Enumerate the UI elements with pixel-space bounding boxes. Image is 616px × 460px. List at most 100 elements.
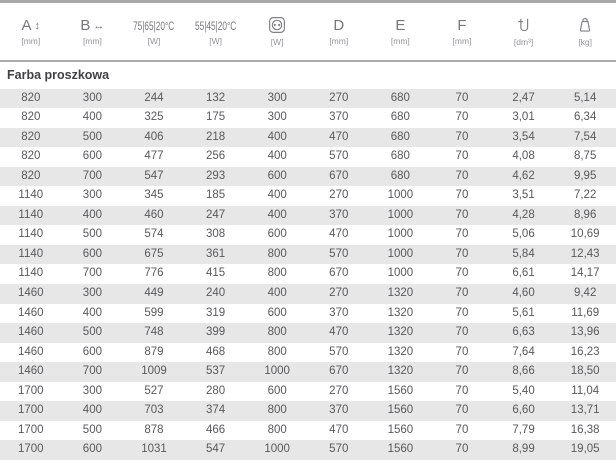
table-cell: 500	[61, 323, 124, 343]
table-cell: 800	[246, 323, 308, 343]
column-unit: [mm]	[82, 35, 102, 46]
table-cell: 748	[123, 323, 185, 343]
table-cell: 361	[184, 244, 247, 265]
table-cell: 700	[61, 166, 124, 187]
table-cell: 70	[455, 306, 469, 319]
table-cell: 400	[61, 401, 124, 421]
table-cell: 1320	[387, 306, 414, 319]
table-cell: 70	[455, 384, 469, 397]
table-cell: 70	[431, 323, 493, 343]
table-cell: 1000	[387, 267, 414, 280]
table-row: 1460 500 748 399 800 470 1320 70 6,63 13,96	[0, 323, 616, 343]
table-cell: 400	[82, 306, 102, 319]
table-cell: 1560	[387, 423, 414, 436]
table-cell: 500	[82, 228, 102, 241]
column-label-b: B	[80, 16, 91, 34]
table-cell: 600	[267, 228, 287, 241]
table-cell: 680	[369, 166, 432, 187]
table-cell: 244	[123, 88, 185, 109]
table-cell: 270	[329, 384, 349, 397]
table-cell: 1000	[387, 228, 414, 241]
table-cell: 1560	[369, 401, 432, 421]
table-row: 1460 700 1009 537 1000 670 1320 70 8,66 18,50	[0, 362, 616, 382]
table-cell: 800	[246, 401, 308, 421]
table-cell: 16,23	[570, 345, 600, 358]
table-cell: 468	[205, 345, 226, 358]
table-cell: 70	[431, 244, 493, 265]
table-cell: 600	[82, 150, 102, 163]
table-cell: 776	[144, 267, 164, 280]
table-cell: 70	[455, 228, 469, 241]
table-cell: 820	[21, 150, 41, 163]
table-cell: 7,79	[512, 423, 535, 436]
table-row: 820 600 477 256 400 570 680 70 4,08 8,75	[0, 147, 616, 167]
table-cell: 70	[431, 440, 493, 460]
table-cell: 400	[246, 127, 308, 148]
table-cell: 6,61	[512, 267, 535, 280]
column-unit: [W]	[147, 36, 161, 46]
table-cell: 12,43	[554, 244, 616, 265]
table-row: 820 400 325 175 300 370 680 70 3,01 6,34	[0, 108, 616, 128]
table-cell: 7,22	[573, 189, 597, 202]
table-cell: 70	[455, 189, 469, 202]
table-cell: 70	[431, 284, 493, 304]
table-cell: 3,54	[492, 127, 555, 148]
table-cell: 256	[205, 150, 226, 163]
table-row: 1140 400 460 247 400 370 1000 70 4,28 8,96	[0, 205, 616, 226]
table-cell: 1700	[18, 384, 44, 397]
table-cell: 570	[307, 244, 370, 265]
table-cell: 270	[307, 88, 370, 109]
table-cell: 8,66	[492, 362, 555, 382]
table-cell: 1460	[0, 284, 62, 304]
table-cell: 325	[144, 111, 164, 124]
table-cell: 7,54	[554, 127, 616, 148]
table-cell: 470	[329, 228, 349, 241]
table-cell: 670	[329, 267, 349, 280]
table-row: 1700 600 1031 547 1000 570 1560 70 8,99 19,05	[0, 440, 616, 460]
table-cell: 1009	[123, 362, 185, 382]
table-row: 820 500 406 218 400 470 680 70 3,54 7,54	[0, 127, 616, 148]
table-row: 1700 500 878 466 800 470 1560 70 7,79 16,38	[0, 421, 616, 441]
table-cell: 1140	[0, 205, 62, 226]
table-cell: 5,40	[512, 384, 535, 397]
table-cell: 820	[21, 111, 41, 124]
table-cell: 477	[144, 150, 164, 163]
temp-regime-label: 55|45|20°C	[194, 20, 237, 33]
table-cell: 1031	[123, 440, 185, 460]
table-cell: 70	[455, 111, 469, 124]
table-cell: 293	[184, 166, 247, 187]
table-cell: 4,60	[492, 284, 555, 304]
spec-table: A ↕ [mm] B ↔ [mm] 75|65|20°C [W] 55|45|20°…	[0, 3, 616, 460]
column-unit: [W]	[209, 36, 222, 46]
table-cell: 800	[267, 423, 287, 436]
table-cell: 8,75	[573, 150, 597, 163]
section-row: Farba proszkowa	[0, 61, 616, 89]
table-cell: 4,08	[512, 150, 535, 163]
column-header-power-75-65-20: 75|65|20°C [W]	[123, 3, 185, 62]
header-row: A ↕ [mm] B ↔ [mm] 75|65|20°C [W] 55|45|20°…	[0, 3, 616, 62]
weight-icon	[554, 16, 616, 34]
table-cell: 1460	[18, 345, 44, 358]
column-header-electric-power: [W]	[246, 3, 308, 62]
table-cell: 370	[329, 306, 349, 319]
table-cell: 1700	[0, 440, 62, 460]
table-cell: 537	[184, 362, 247, 382]
table-cell: 16,38	[570, 423, 600, 436]
table-row: 820 300 244 132 300 270 680 70 2,47 5,14	[0, 88, 616, 109]
table-cell: 70	[431, 166, 493, 187]
table-cell: 820	[0, 127, 62, 148]
table-cell: 527	[144, 384, 164, 397]
column-header-power-55-45-20: 55|45|20°C [W]	[184, 3, 247, 62]
column-unit: [mm]	[329, 35, 349, 46]
table-cell: 1700	[0, 401, 62, 421]
table-cell: 6,63	[492, 323, 555, 343]
table-cell: 600	[61, 244, 124, 265]
table-cell: 240	[184, 284, 247, 304]
table-cell: 570	[307, 440, 370, 460]
table-cell: 270	[329, 189, 349, 202]
table-cell: 670	[307, 166, 370, 187]
table-cell: 218	[184, 127, 247, 148]
table-cell: 1560	[369, 440, 432, 460]
table-cell: 175	[205, 111, 226, 124]
table-row: 1700 400 703 374 800 370 1560 70 6,60 13,71	[0, 401, 616, 421]
